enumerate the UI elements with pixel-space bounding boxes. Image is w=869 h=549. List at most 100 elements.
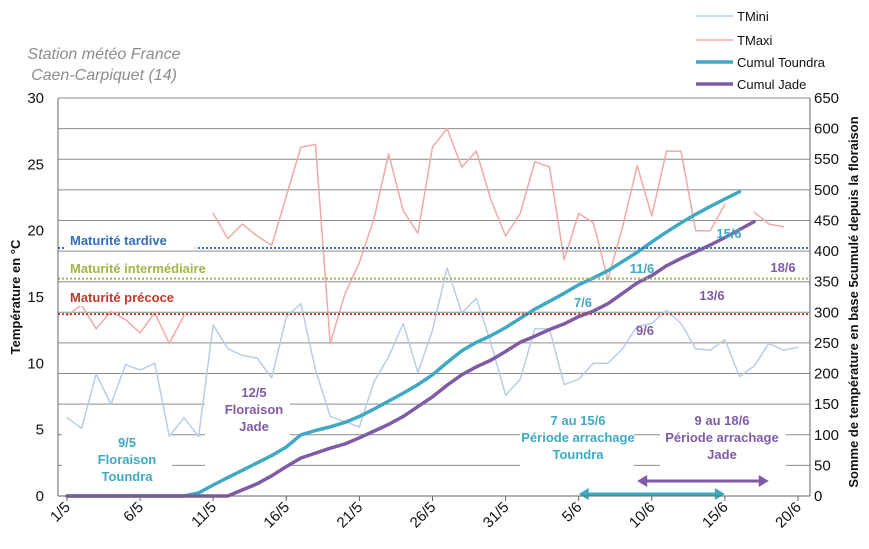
data-point-cumul-jade: [650, 274, 653, 277]
annotation-text: 7/6: [574, 295, 592, 310]
data-point-cumul-jade: [299, 456, 303, 460]
data-point-cumul-jade: [285, 465, 288, 468]
data-point-cumul-jade: [402, 415, 405, 418]
data-point-cumul-toundra: [621, 260, 624, 263]
annotation-text: 11/6: [630, 261, 655, 276]
data-point-cumul-toundra: [270, 454, 273, 457]
data-point-cumul-jade: [592, 309, 595, 313]
data-point-cumul-jade: [679, 257, 683, 260]
data-point-cumul-toundra: [635, 251, 639, 254]
maturity-label-background: [66, 233, 196, 249]
legend-item: Cumul Toundra: [696, 55, 826, 70]
data-point-cumul-toundra: [665, 230, 668, 234]
data-point-cumul-toundra: [709, 205, 712, 208]
data-point-cumul-jade: [431, 395, 434, 399]
x-tick-label: 11/5: [188, 499, 220, 531]
period-layer: [578, 475, 769, 500]
y-tick-label-left: 10: [27, 355, 44, 372]
data-point-cumul-toundra: [241, 469, 244, 472]
legend-item: Cumul Jade: [696, 77, 806, 92]
legend-label: TMaxi: [737, 33, 773, 48]
x-tick-label: 21/5: [334, 499, 367, 532]
y-tick-label-left: 20: [27, 223, 44, 240]
legend-label: Cumul Toundra: [737, 55, 826, 70]
x-tick-label: 20/6: [772, 499, 805, 532]
annotation-text: Jade: [707, 447, 737, 462]
y-tick-label-left: 5: [36, 422, 44, 439]
data-point-cumul-toundra: [460, 349, 463, 353]
y-axis-title-left: Température en °C: [8, 239, 23, 354]
y-tick-label-left: 0: [36, 488, 44, 505]
data-point-cumul-toundra: [402, 391, 405, 395]
annotation: 11/6: [630, 261, 655, 276]
period-arrow: [578, 488, 725, 500]
data-point-cumul-toundra: [197, 491, 200, 495]
y-tick-label-right: 50: [814, 457, 831, 474]
data-point-cumul-toundra: [577, 283, 580, 286]
y-tick-label-right: 450: [814, 212, 839, 229]
station-line-1: Station météo France: [28, 46, 181, 63]
annotation-text: Période arrachage: [665, 430, 778, 445]
annotation-text: 13/6: [699, 288, 724, 303]
y-tick-label-right: 550: [814, 151, 839, 168]
data-point-cumul-toundra: [255, 461, 259, 465]
data-point-cumul-toundra: [212, 483, 215, 487]
data-point-cumul-toundra: [475, 341, 478, 344]
y-tick-label-left: 30: [27, 90, 44, 107]
maturity-label-background: [66, 261, 242, 277]
annotation-text: Floraison: [98, 452, 157, 467]
station-label: Station météo France Caen-Carpiquet (14): [28, 46, 181, 84]
data-point-cumul-toundra: [489, 334, 493, 337]
data-point-cumul-toundra: [519, 317, 522, 320]
x-tick-label: 1/5: [47, 499, 74, 526]
data-point-cumul-jade: [694, 250, 697, 253]
data-point-cumul-toundra: [299, 433, 303, 436]
annotation-text: 9 au 18/6: [695, 413, 750, 428]
y-tick-label-left: 25: [27, 156, 44, 173]
annotation-background: [62, 425, 172, 481]
data-point-cumul-jade: [635, 281, 639, 285]
data-point-cumul-toundra: [314, 429, 317, 432]
data-point-cumul-jade: [752, 220, 756, 223]
data-point-cumul-toundra: [226, 476, 230, 479]
annotation-text: Floraison: [225, 402, 284, 417]
data-point-cumul-jade: [665, 264, 668, 267]
x-tick-label: 15/6: [699, 499, 732, 532]
annotation-background: [520, 405, 634, 470]
data-point-cumul-toundra: [562, 292, 566, 295]
x-tick-label: 6/5: [120, 499, 147, 526]
y-tick-label-right: 300: [814, 304, 839, 321]
data-point-cumul-toundra: [504, 326, 507, 329]
data-point-cumul-jade: [621, 292, 624, 295]
maturity-label: Maturité intermédiaire: [70, 261, 206, 276]
y-tick-label-right: 0: [814, 488, 822, 505]
annotation: 7/6: [574, 295, 592, 310]
x-tick-label: 10/6: [626, 499, 659, 532]
annotation-layer: 9/5 Floraison Toundra 12/5 Floraison Jade 7/6 1…: [98, 226, 796, 484]
annotation-text: 9/6: [636, 323, 654, 338]
maturity-label-background: [66, 290, 196, 306]
data-point-cumul-jade: [241, 488, 244, 492]
data-point-cumul-jade: [723, 236, 727, 239]
data-point-cumul-jade: [533, 334, 537, 338]
legend-label: Cumul Jade: [737, 77, 806, 92]
x-tick-label: 31/5: [480, 499, 513, 532]
data-point-cumul-toundra: [328, 425, 332, 429]
maturity-label: Maturité précoce: [70, 290, 174, 305]
data-point-cumul-jade: [738, 228, 741, 231]
data-point-cumul-toundra: [606, 269, 610, 272]
annotation: 9/5 Floraison Toundra: [98, 435, 157, 484]
data-point-cumul-toundra: [738, 190, 741, 193]
data-point-cumul-toundra: [387, 399, 390, 403]
x-tick-label: 5/6: [559, 499, 586, 526]
data-point-cumul-toundra: [285, 445, 288, 449]
x-tick-label: 16/5: [260, 499, 293, 532]
data-point-cumul-jade: [343, 442, 346, 446]
data-point-cumul-jade: [270, 474, 273, 477]
data-point-cumul-jade: [460, 373, 463, 376]
data-point-cumul-toundra: [445, 361, 449, 364]
y-tick-label-right: 150: [814, 396, 839, 413]
data-point-cumul-toundra: [723, 197, 727, 201]
data-point-cumul-toundra: [431, 373, 434, 376]
